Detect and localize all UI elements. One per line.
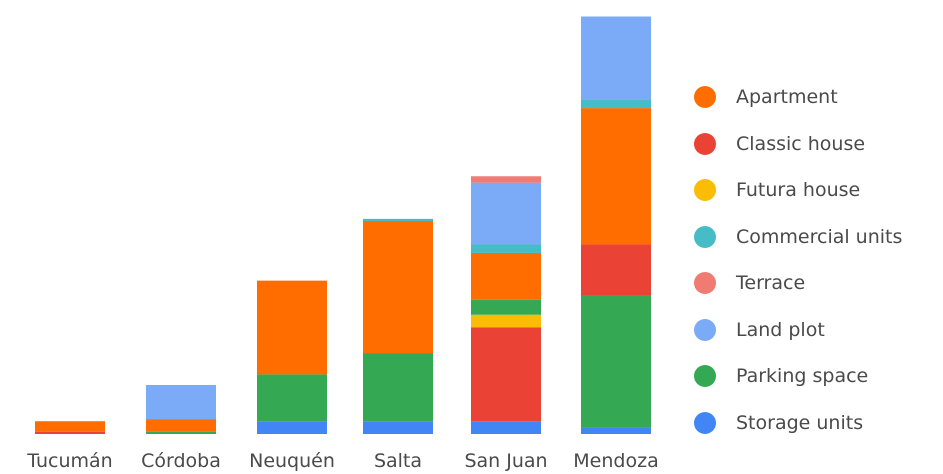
bar-segment-apartment: [581, 108, 651, 245]
x-tick-label: San Juan: [464, 450, 547, 472]
legend-swatch: [694, 318, 716, 341]
legend-item: Apartment: [694, 74, 902, 121]
x-tick-label: Neuquén: [249, 450, 335, 472]
legend-label: Commercial units: [736, 225, 903, 248]
legend-item: Terrace: [694, 260, 902, 307]
legend-item: Storage units: [694, 400, 902, 447]
legend-item: Futura house: [694, 167, 902, 214]
legend-label: Storage units: [736, 411, 864, 434]
bar-segment-terrace: [471, 176, 541, 183]
bar-segment-storage-units: [257, 421, 327, 434]
bar-segment-commercial-units: [471, 244, 541, 253]
bar-segment-apartment: [471, 252, 541, 300]
bar-segment-futura-house: [471, 314, 541, 328]
legend-swatch: [694, 86, 716, 109]
bar-segment-storage-units: [471, 421, 541, 434]
legend-item: Classic house: [694, 121, 902, 168]
bar-segment-apartment: [257, 280, 327, 375]
bar-segment-commercial-units: [581, 99, 651, 109]
bar-segment-commercial-units: [363, 218, 433, 221]
legend-label: Futura house: [736, 179, 861, 202]
bar-segment-land-plot: [581, 16, 651, 100]
legend-swatch: [694, 411, 716, 434]
bar-segment-parking-space: [581, 295, 651, 428]
bar-segment-land-plot: [471, 182, 541, 245]
legend-label: Parking space: [736, 365, 869, 388]
bar-segment-apartment: [363, 221, 433, 354]
legend-label: Apartment: [736, 86, 838, 109]
legend-label: Land plot: [736, 318, 825, 341]
x-tick-label: Salta: [374, 450, 422, 472]
legend-swatch: [694, 132, 716, 155]
x-axis-tick-labels: Tucumán Córdoba Neuquén Salta San Juan Mendoz…: [26, 450, 658, 472]
bar-segment-parking-space: [363, 353, 433, 422]
legend-item: Land plot: [694, 307, 902, 354]
legend-swatch: [694, 225, 716, 248]
bar-segment-parking-space: [146, 431, 216, 434]
legend: Apartment Classic house Futura house Commer…: [694, 74, 902, 446]
bar-segment-storage-units: [363, 421, 433, 434]
bar-segment-parking-space: [257, 374, 327, 422]
legend-label: Classic house: [736, 132, 866, 155]
legend-swatch: [694, 272, 716, 295]
legend-swatch: [694, 179, 716, 202]
legend-label: Terrace: [736, 272, 806, 295]
bar-segment-storage-units: [581, 427, 651, 434]
x-tick-label: Mendoza: [573, 450, 658, 472]
legend-item: Commercial units: [694, 214, 902, 261]
legend-item: Parking space: [694, 353, 902, 400]
bar-segment-classic-house: [471, 327, 541, 422]
bar-segment-classic-house: [581, 244, 651, 296]
bar-segment-land-plot: [146, 385, 216, 420]
legend-swatch: [694, 365, 716, 388]
x-tick-label: Tucumán: [26, 450, 112, 472]
bar-segment-classic-house: [35, 431, 105, 434]
bars-group: [35, 16, 651, 434]
bar-segment-parking-space: [471, 299, 541, 315]
bar-segment-apartment: [35, 421, 105, 432]
x-tick-label: Córdoba: [141, 450, 221, 472]
bar-segment-apartment: [146, 419, 216, 432]
